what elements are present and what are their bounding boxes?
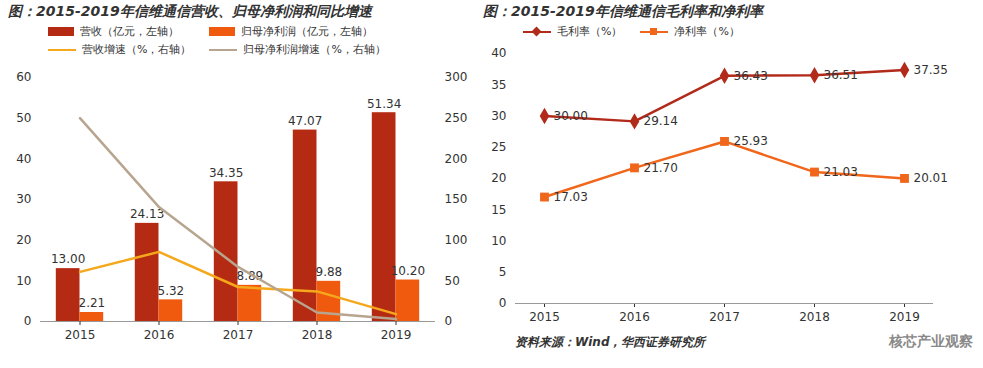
svg-text:5.32: 5.32	[157, 284, 184, 298]
svg-text:21.70: 21.70	[644, 161, 678, 175]
svg-text:2018: 2018	[302, 328, 333, 342]
svg-text:30.00: 30.00	[554, 109, 588, 123]
svg-text:36.51: 36.51	[824, 68, 858, 82]
svg-text:2.21: 2.21	[78, 296, 105, 310]
svg-text:37.35: 37.35	[914, 63, 948, 77]
html-text:图：2015-2019年信维通信毛利率和净利率: 图：2015-2019年信维通信毛利率和净利率	[483, 3, 763, 19]
html-text:归母净利润增速（%，右轴）: 归母净利润增速（%，右轴）	[243, 43, 386, 56]
svg-text:30: 30	[491, 109, 506, 123]
html-text:归母净利润（亿元，左轴）: 归母净利润（亿元，左轴）	[241, 25, 374, 38]
html-text:营收（亿元，左轴）: 营收（亿元，左轴）	[80, 25, 179, 38]
svg-text:10: 10	[16, 274, 31, 288]
svg-text:40: 40	[491, 46, 506, 60]
html-text:营收增速（%，右轴）: 营收增速（%，右轴）	[82, 43, 192, 56]
svg-text:100: 100	[445, 233, 468, 247]
html-text:毛利率（%）: 毛利率（%）	[557, 25, 623, 38]
html-text:资料来源：Wind，华西证券研究所: 资料来源：Wind，华西证券研究所	[515, 334, 706, 349]
svg-text:24.13: 24.13	[130, 207, 164, 221]
svg-text:0: 0	[24, 314, 32, 328]
svg-text:250: 250	[445, 111, 468, 125]
svg-text:8.89: 8.89	[236, 269, 263, 283]
svg-text:25.93: 25.93	[734, 134, 768, 148]
svg-text:9.88: 9.88	[315, 265, 342, 279]
svg-text:20.01: 20.01	[914, 171, 948, 185]
svg-text:0: 0	[445, 314, 453, 328]
svg-text:2015: 2015	[65, 328, 96, 342]
svg-text:20: 20	[491, 171, 506, 185]
html-text:核芯产业观察: 核芯产业观察	[889, 333, 973, 349]
svg-text:20: 20	[16, 233, 31, 247]
html-text:图：2015-2019年信维通信营收、归母净利润和同比增速: 图：2015-2019年信维通信营收、归母净利润和同比增速	[8, 3, 372, 19]
svg-text:0: 0	[499, 296, 507, 310]
svg-text:51.34: 51.34	[367, 97, 401, 111]
svg-text:2017: 2017	[223, 328, 254, 342]
svg-text:2016: 2016	[619, 310, 650, 324]
svg-text:2016: 2016	[144, 328, 175, 342]
svg-text:2019: 2019	[889, 310, 920, 324]
svg-text:2017: 2017	[709, 310, 740, 324]
svg-text:200: 200	[445, 152, 468, 166]
svg-text:2015: 2015	[529, 310, 560, 324]
svg-text:47.07: 47.07	[288, 114, 322, 128]
svg-text:36.43: 36.43	[734, 69, 768, 83]
svg-text:34.35: 34.35	[209, 166, 243, 180]
svg-text:35: 35	[491, 78, 506, 92]
svg-text:25: 25	[491, 140, 506, 154]
svg-text:15: 15	[491, 203, 506, 217]
svg-text:10.20: 10.20	[391, 264, 425, 278]
svg-text:30: 30	[16, 192, 31, 206]
html-text:净利率（%）: 净利率（%）	[674, 25, 740, 38]
svg-text:5: 5	[499, 265, 507, 279]
svg-text:29.14: 29.14	[644, 114, 678, 128]
svg-text:300: 300	[445, 70, 468, 84]
svg-text:2018: 2018	[799, 310, 830, 324]
svg-text:13.00: 13.00	[51, 252, 85, 266]
svg-text:50: 50	[16, 111, 31, 125]
svg-text:50: 50	[445, 274, 460, 288]
svg-text:17.03: 17.03	[554, 190, 588, 204]
svg-text:21.03: 21.03	[824, 165, 858, 179]
svg-text:60: 60	[16, 70, 31, 84]
svg-text:150: 150	[445, 192, 468, 206]
svg-text:40: 40	[16, 152, 31, 166]
svg-text:2019: 2019	[381, 328, 412, 342]
svg-text:10: 10	[491, 234, 506, 248]
